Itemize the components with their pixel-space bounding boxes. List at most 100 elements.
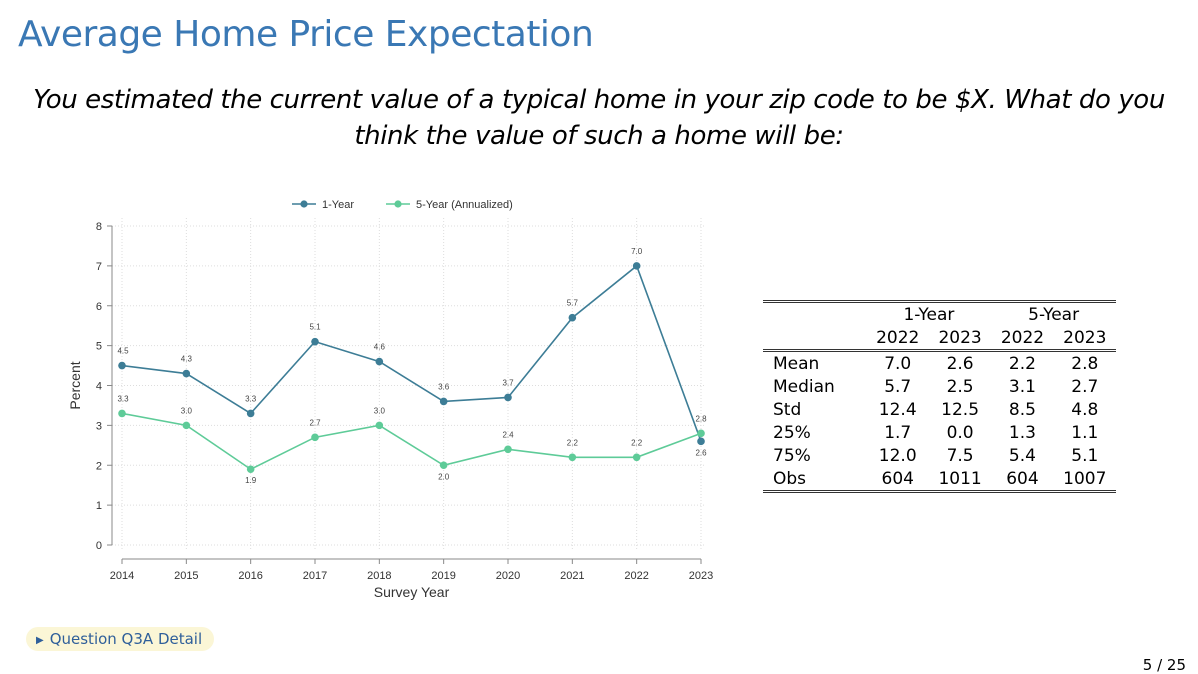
data-point (697, 429, 705, 438)
data-point (118, 409, 126, 418)
table-cell: 0.0 (946, 422, 974, 443)
data-point (568, 453, 577, 462)
page-number: 5 / 25 (1142, 656, 1186, 674)
question-detail-link[interactable]: ▶ Question Q3A Detail (26, 627, 215, 651)
table-row: Median 5.7 2.5 3.1 2.7 (763, 375, 1116, 398)
row-label: Mean (773, 353, 820, 374)
table-cell: 2.5 (946, 376, 974, 397)
table-cell: 5.7 (884, 376, 912, 397)
data-label: 4.6 (374, 343, 386, 352)
table-cell: 1007 (1053, 467, 1116, 493)
detail-link-label: Question Q3A Detail (49, 630, 203, 648)
table-corner (763, 326, 867, 352)
table-cell: 1.3 (1008, 422, 1036, 443)
data-label: 2.2 (631, 438, 643, 447)
slide-title: Average Home Price Expectation (18, 14, 594, 55)
data-point (504, 393, 512, 402)
data-label: 2.8 (695, 414, 707, 423)
row-label: Median (773, 376, 835, 397)
data-label: 2.4 (502, 430, 514, 439)
legend-label: 1-Year (322, 199, 354, 211)
table-cell: 1.7 (884, 422, 912, 443)
x-tick-label: 2016 (238, 570, 262, 582)
row-label: 25% (773, 422, 811, 443)
x-tick-label: 2017 (303, 570, 327, 582)
x-axis-label: Survey Year (374, 584, 450, 600)
data-point (632, 453, 641, 462)
y-tick-label: 5 (96, 341, 102, 353)
table-row: Mean 7.0 2.6 2.2 2.8 (763, 351, 1116, 376)
data-point (632, 262, 641, 270)
series-line (121, 264, 702, 442)
table-row: 75% 12.0 7.5 5.4 5.1 (763, 444, 1116, 467)
x-tick-label: 2015 (174, 570, 198, 582)
table-cell: 12.4 (878, 399, 917, 420)
data-point (182, 421, 191, 430)
y-tick-label: 7 (96, 261, 102, 273)
data-point (568, 313, 577, 322)
x-tick-label: 2014 (110, 570, 134, 582)
stats-table: 1-Year 5-Year 2022 2023 2022 2023 Mean 7… (763, 300, 1116, 493)
table-cell: 4.8 (1071, 399, 1099, 420)
data-point (697, 437, 705, 446)
data-label: 4.5 (117, 347, 129, 356)
x-tick-label: 2022 (624, 570, 648, 582)
triangle-right-icon: ▶ (36, 635, 44, 646)
table-cell: 2.8 (1071, 353, 1099, 374)
line-chart: 0 1 2 3 4 5 6 7 8 2014 2015 2016 2017 2018 2019 2020 202… (67, 199, 713, 600)
y-tick-label: 1 (96, 500, 102, 512)
x-tick-label: 2018 (367, 570, 391, 582)
year-header: 2023 (1053, 326, 1116, 352)
row-label: 75% (773, 445, 811, 466)
data-label: 3.0 (181, 406, 193, 415)
x-tick-label: 2021 (560, 570, 584, 582)
y-tick-label: 2 (96, 460, 102, 472)
data-label: 1.9 (245, 476, 257, 485)
data-label: 3.7 (502, 378, 514, 387)
data-label: 4.3 (181, 355, 193, 364)
data-label: 2.6 (695, 448, 707, 457)
table-cell: 12.5 (941, 399, 980, 420)
year-header: 2023 (928, 326, 992, 352)
data-point (439, 397, 448, 406)
table-cell: 1011 (928, 467, 992, 493)
table-cell: 5.1 (1071, 445, 1099, 466)
data-label: 2.7 (309, 418, 321, 427)
table-cell: 1.1 (1071, 422, 1099, 443)
data-label: 5.1 (309, 323, 321, 332)
table-row: Std 12.4 12.5 8.5 4.8 (763, 398, 1116, 421)
table-cell: 3.1 (1008, 376, 1036, 397)
table-group-header-row: 1-Year 5-Year (763, 300, 1116, 326)
group-header-1year: 1-Year (866, 300, 992, 326)
y-tick-label: 6 (96, 301, 102, 313)
data-point (118, 361, 126, 370)
year-header: 2022 (866, 326, 929, 352)
series-line (121, 412, 702, 471)
y-axis-label: Percent (67, 361, 83, 409)
table-cell: 8.5 (1008, 399, 1036, 420)
data-point (182, 369, 191, 378)
table-cell: 2.7 (1071, 376, 1099, 397)
table-cell: 5.4 (1008, 445, 1036, 466)
x-tick-label: 2019 (431, 570, 455, 582)
legend-marker (394, 200, 402, 208)
data-label: 3.3 (245, 394, 257, 403)
table-row: 25% 1.7 0.0 1.3 1.1 (763, 421, 1116, 444)
y-tick-label: 0 (96, 540, 102, 552)
data-label: 7.0 (631, 247, 643, 256)
row-label: Obs (763, 467, 867, 493)
data-label: 3.3 (117, 394, 129, 403)
year-header: 2022 (991, 326, 1054, 352)
data-label: 2.0 (438, 472, 450, 481)
data-point (439, 461, 448, 470)
y-tick-label: 8 (96, 221, 102, 233)
table-corner (763, 300, 867, 326)
table-cell: 604 (866, 467, 929, 493)
row-label: Std (773, 399, 802, 420)
data-point (246, 465, 255, 474)
data-point (375, 421, 384, 430)
legend-marker (300, 200, 308, 208)
table-year-header-row: 2022 2023 2022 2023 (763, 326, 1116, 352)
y-tick-label: 3 (96, 420, 102, 432)
group-header-5year: 5-Year (991, 300, 1116, 326)
